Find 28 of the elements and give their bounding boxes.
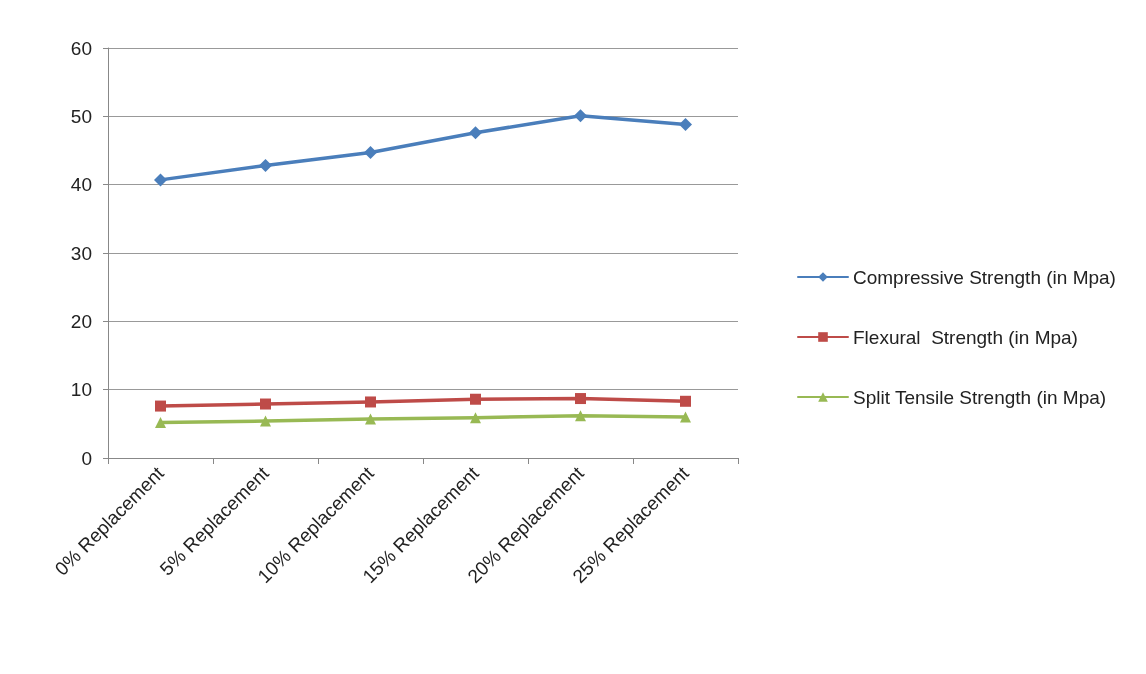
y-tick-label: 0 xyxy=(81,447,92,469)
y-tick-label: 20 xyxy=(70,310,92,332)
point xyxy=(260,415,271,427)
point xyxy=(574,109,587,123)
y-tick-label: 10 xyxy=(70,379,92,401)
point xyxy=(470,393,481,405)
y-tick-label: 50 xyxy=(70,105,92,127)
point xyxy=(155,416,166,428)
point xyxy=(365,396,376,408)
point xyxy=(365,413,376,425)
point xyxy=(575,410,586,422)
point xyxy=(364,146,377,160)
y-tick-label: 60 xyxy=(70,37,92,59)
point xyxy=(680,411,691,423)
y-tick-label: 30 xyxy=(70,242,92,264)
y-tick-label: 40 xyxy=(70,174,92,196)
point xyxy=(679,118,692,132)
point xyxy=(259,159,272,173)
point xyxy=(680,395,691,407)
point xyxy=(154,173,167,187)
point xyxy=(155,400,166,412)
legend-label: Flexural Strength (in Mpa) xyxy=(853,326,1078,348)
legend-label: Compressive Strength (in Mpa) xyxy=(853,266,1116,288)
point xyxy=(260,398,271,410)
point xyxy=(470,412,481,424)
point xyxy=(469,126,482,140)
point xyxy=(575,393,586,405)
legend-label: Split Tensile Strength (in Mpa) xyxy=(853,386,1107,408)
